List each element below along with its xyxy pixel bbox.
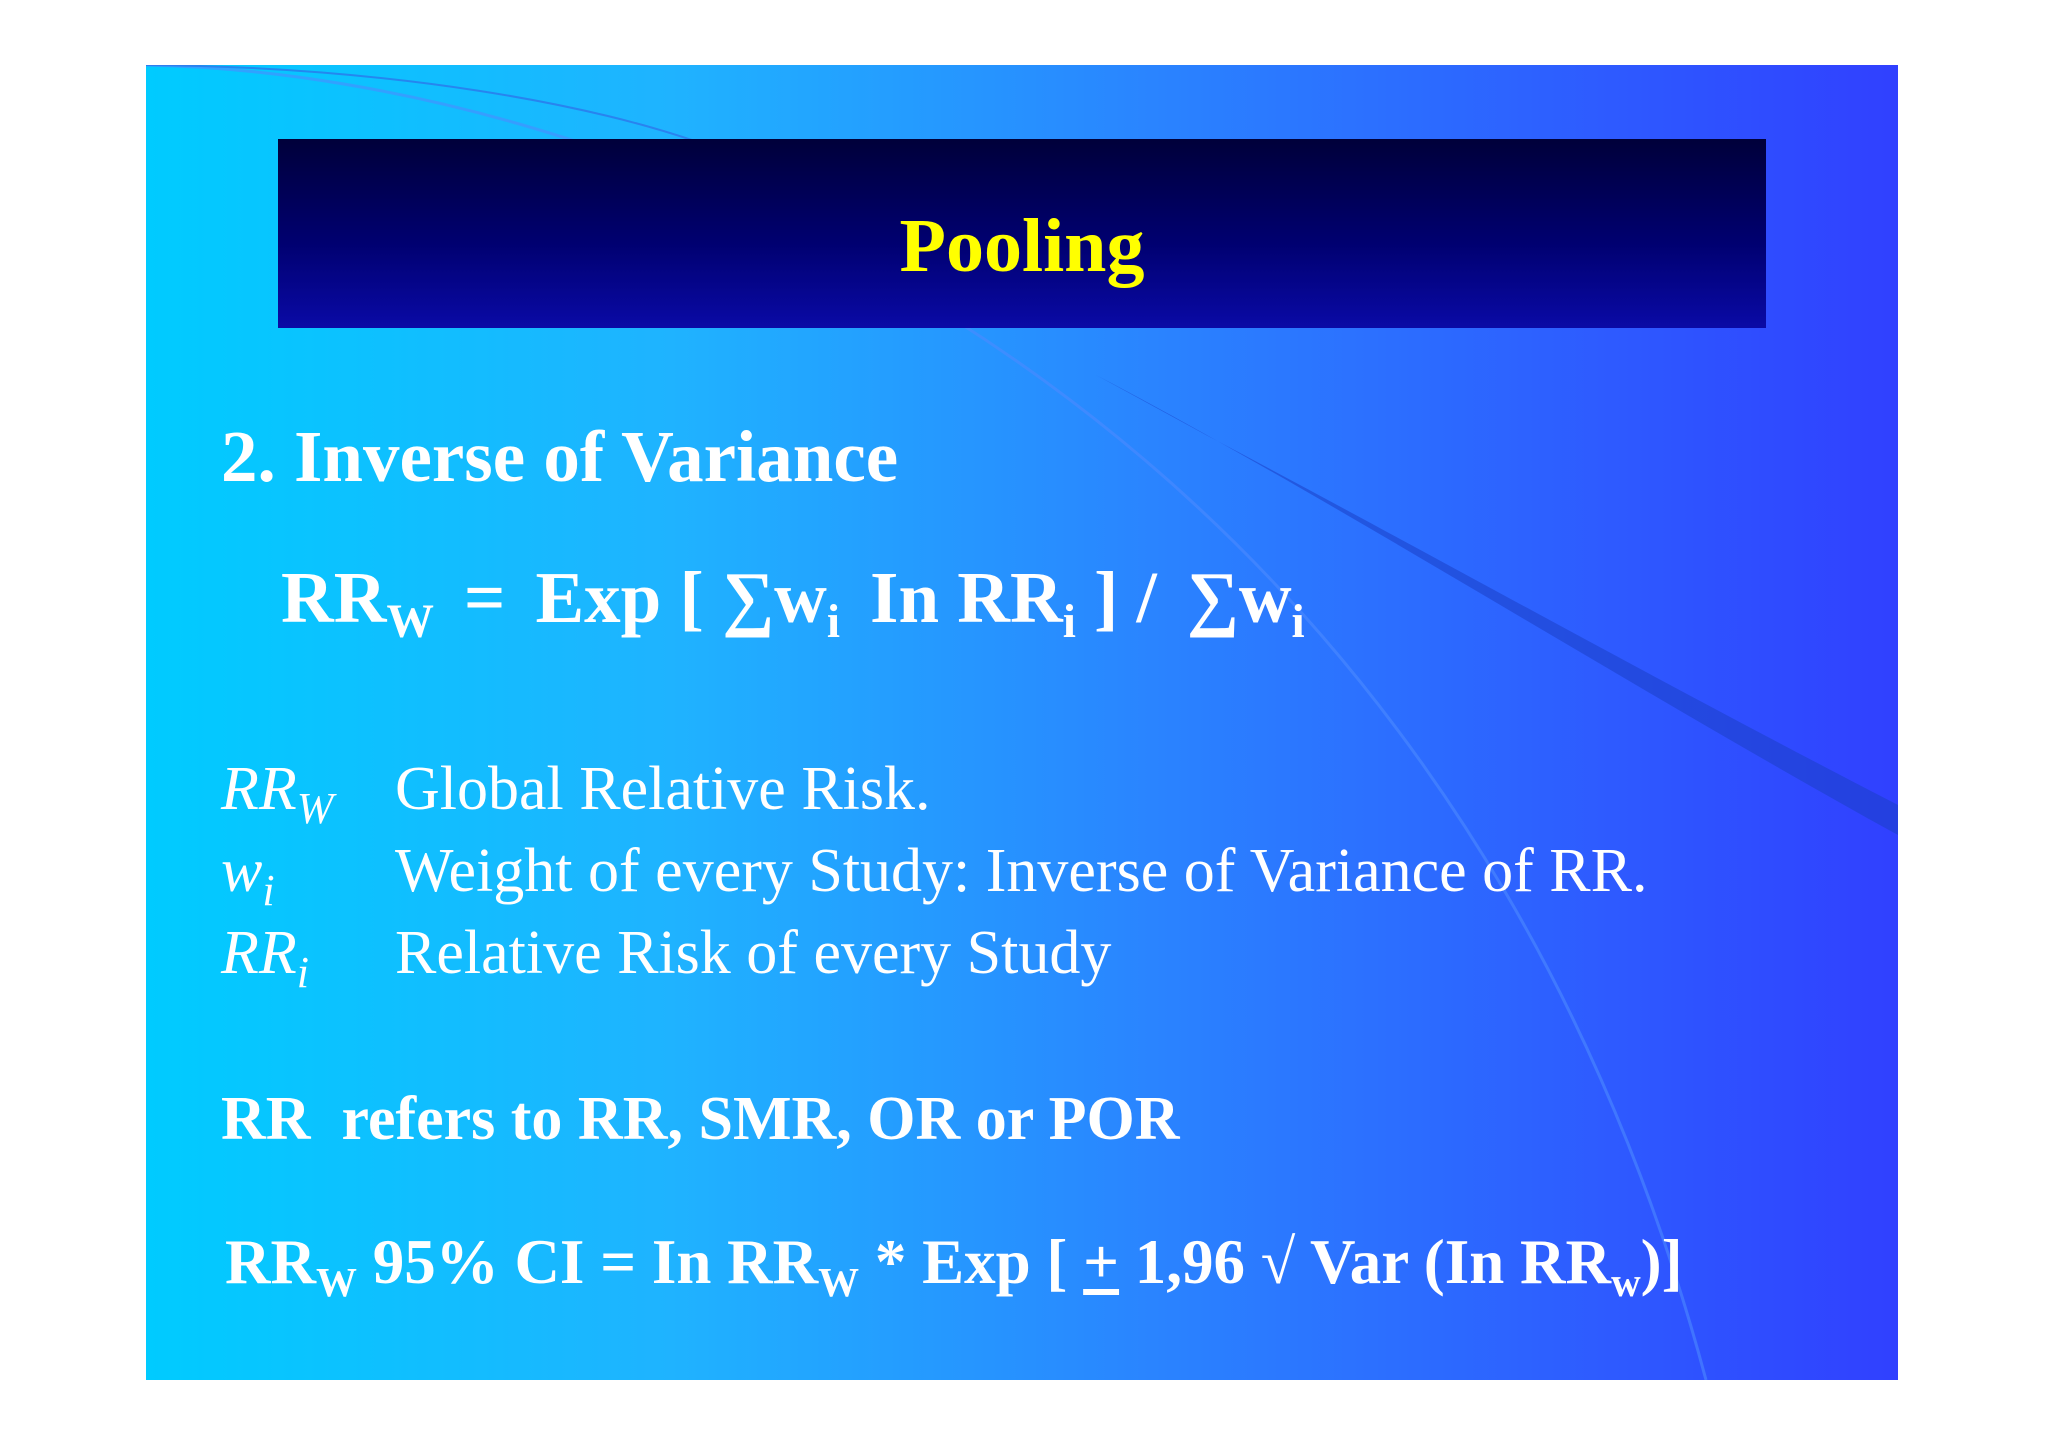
formula-ln-rr: In RR (870, 557, 1063, 638)
formula-lhs: RR (281, 557, 387, 638)
formula-lhs-subscript: W (386, 596, 434, 649)
ci-lhs: RR (225, 1227, 316, 1297)
ci-close: )] (1640, 1227, 1683, 1297)
pooling-formula: RRW = Exp [ ∑wi In RRi] / ∑wi (281, 561, 1305, 646)
formula-exp-open: Exp [ (535, 557, 704, 638)
formula-weight-2-subscript: i (1291, 596, 1305, 649)
ci-var-subscript: w (1611, 1260, 1641, 1306)
sigma-symbol: ∑ (722, 557, 775, 638)
swoosh-shadow (1096, 375, 1898, 835)
ci-value: 1,96 √ Var (In RR (1134, 1227, 1612, 1297)
formula-rr-subscript: i (1062, 596, 1076, 649)
formula-weight: w (774, 557, 827, 638)
ci-label: 95% CI = In RR (372, 1227, 819, 1297)
rr-note: RR refers to RR, SMR, OR or POR (221, 1085, 1180, 1153)
legend-term-subscript: i (262, 866, 275, 915)
slide-title: Pooling (899, 203, 1145, 288)
sigma-symbol-2: ∑ (1186, 557, 1239, 638)
legend-term-base: RR (221, 755, 297, 823)
ci-lhs-subscript: W (316, 1260, 357, 1306)
slide: Pooling 2. Inverse of Variance RRW = Exp [… (146, 65, 1898, 1380)
formula-weight-subscript: i (826, 596, 841, 649)
ci-exp-open: * Exp [ (874, 1227, 1068, 1297)
title-bar: Pooling (278, 139, 1766, 328)
ci-ln-subscript: W (818, 1260, 860, 1306)
legend-term: RRi (221, 922, 309, 995)
legend-term-base: RR (221, 919, 297, 987)
swoosh-arc (146, 65, 1708, 1380)
swoosh-top-line (146, 65, 707, 146)
formula-close-divide: ] / (1093, 557, 1157, 638)
legend-term-base: w (221, 837, 263, 905)
legend-term: wi (221, 840, 275, 913)
legend-description: Relative Risk of every Study (395, 919, 1112, 987)
section-heading: 2. Inverse of Variance (221, 416, 899, 497)
legend-description: Weight of every Study: Inverse of Varian… (395, 837, 1648, 905)
legend-term-subscript: i (296, 948, 309, 997)
formula-equals: = (463, 557, 506, 638)
legend-term: RRW (221, 758, 333, 831)
legend-term-subscript: W (296, 784, 334, 833)
formula-weight-2: w (1238, 557, 1292, 638)
slide-background-swoosh (146, 65, 1898, 1380)
confidence-interval-formula: RRW 95% CI = In RRW * Exp [ + 1,96 √ Var… (225, 1231, 1683, 1304)
plus-minus-symbol: + (1083, 1227, 1120, 1297)
legend-description: Global Relative Risk. (395, 755, 931, 823)
